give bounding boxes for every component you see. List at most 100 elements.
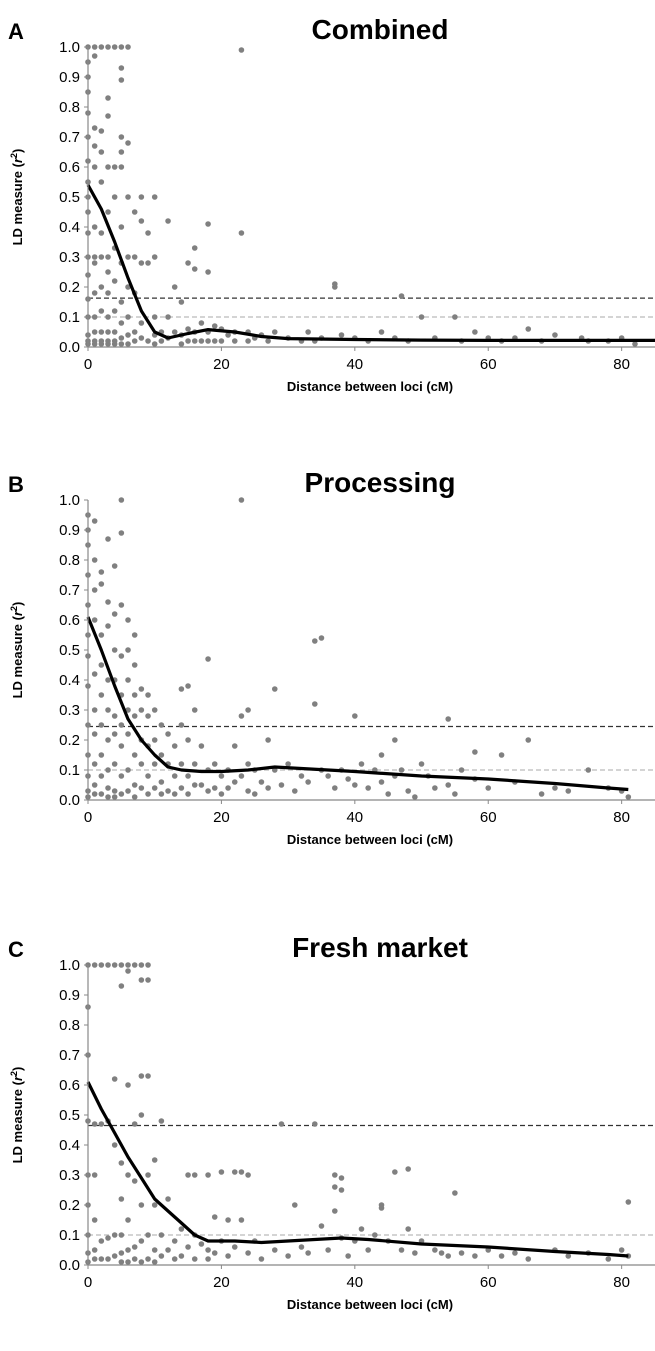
data-point — [171, 1256, 178, 1262]
data-point — [205, 656, 211, 662]
data-point — [125, 1217, 131, 1223]
data-point — [325, 773, 331, 779]
data-point — [125, 1247, 131, 1253]
data-point — [365, 785, 371, 791]
y-tick-label: 0.5 — [59, 1107, 80, 1124]
data-point — [98, 569, 105, 575]
data-point — [605, 1256, 612, 1262]
data-point — [271, 686, 278, 692]
data-point — [392, 737, 398, 743]
y-axis-label: LD measure (r2) — [9, 149, 25, 246]
data-point — [111, 1232, 118, 1238]
data-point — [118, 224, 125, 230]
data-point — [131, 1244, 138, 1250]
data-point — [98, 179, 105, 185]
data-point — [131, 632, 138, 638]
data-point — [151, 785, 158, 791]
data-point — [131, 338, 138, 344]
y-tick-label: 0.6 — [59, 1077, 80, 1094]
data-point — [98, 662, 105, 668]
data-point — [145, 977, 151, 983]
data-point — [385, 791, 391, 797]
data-point — [418, 761, 425, 767]
data-point — [118, 1232, 125, 1238]
data-point — [198, 338, 205, 344]
data-point — [105, 737, 111, 743]
y-tick-label: 0.7 — [59, 582, 80, 599]
data-point — [205, 269, 211, 275]
data-point — [125, 617, 131, 623]
data-point — [111, 731, 118, 737]
data-point — [111, 1142, 118, 1148]
data-point — [271, 329, 278, 335]
ld-decay-curve — [86, 184, 655, 342]
data-point — [165, 218, 171, 224]
data-point — [125, 647, 131, 653]
data-point — [405, 788, 411, 794]
data-point — [171, 791, 178, 797]
data-point — [131, 254, 138, 260]
data-point — [238, 497, 245, 503]
data-point — [138, 761, 145, 767]
data-point — [125, 1172, 131, 1178]
data-point — [138, 335, 145, 341]
data-point — [552, 785, 558, 791]
data-point — [352, 782, 358, 788]
data-point — [178, 761, 185, 767]
data-point — [398, 293, 405, 299]
data-point — [305, 779, 311, 785]
data-point — [158, 779, 165, 785]
data-point — [105, 254, 111, 260]
data-point — [145, 260, 151, 266]
data-points — [85, 962, 632, 1265]
data-point — [105, 599, 111, 605]
panel-letter: B — [8, 472, 24, 497]
data-point — [118, 791, 125, 797]
data-point — [91, 731, 98, 737]
data-point — [138, 320, 145, 326]
panel-a: A Combined 0.0 0.1 0.2 0.3 0.4 0.5 0.6 0.7 0.8 0.9 1… — [8, 14, 655, 394]
data-point — [111, 788, 118, 794]
y-tick-label: 0.2 — [59, 1197, 80, 1214]
data-point — [211, 785, 218, 791]
data-point — [432, 1247, 438, 1253]
chart-title: Combined — [312, 14, 449, 45]
data-point — [98, 791, 105, 797]
data-point — [98, 308, 105, 314]
data-point — [445, 1253, 452, 1259]
data-point — [125, 731, 131, 737]
y-tick-label: 0.7 — [59, 129, 80, 146]
data-point — [105, 785, 111, 791]
data-point — [158, 1118, 165, 1124]
data-point — [185, 683, 191, 689]
data-point — [125, 44, 131, 50]
data-point — [205, 221, 211, 227]
data-point — [125, 314, 131, 320]
data-point — [178, 1253, 185, 1259]
data-point — [231, 1169, 238, 1175]
y-tick-label: 1.0 — [59, 957, 80, 974]
data-point — [445, 716, 452, 722]
x-tick-label: 0 — [84, 1274, 92, 1291]
data-point — [98, 581, 105, 587]
y-tick-label: 0.8 — [59, 1017, 80, 1034]
panel-letter: C — [8, 937, 24, 962]
data-point — [138, 962, 145, 968]
data-point — [158, 1253, 165, 1259]
data-point — [111, 761, 118, 767]
data-point — [125, 677, 131, 683]
data-point — [111, 962, 118, 968]
data-point — [231, 743, 238, 749]
data-point — [552, 332, 558, 338]
data-point — [111, 341, 118, 347]
data-point — [138, 194, 145, 200]
data-point — [332, 1184, 338, 1190]
data-point — [125, 341, 131, 347]
data-point — [198, 743, 205, 749]
data-point — [498, 752, 505, 758]
data-point — [105, 536, 111, 542]
data-point — [138, 1259, 145, 1265]
data-point — [191, 1256, 198, 1262]
data-point — [125, 254, 131, 260]
data-point — [231, 338, 238, 344]
